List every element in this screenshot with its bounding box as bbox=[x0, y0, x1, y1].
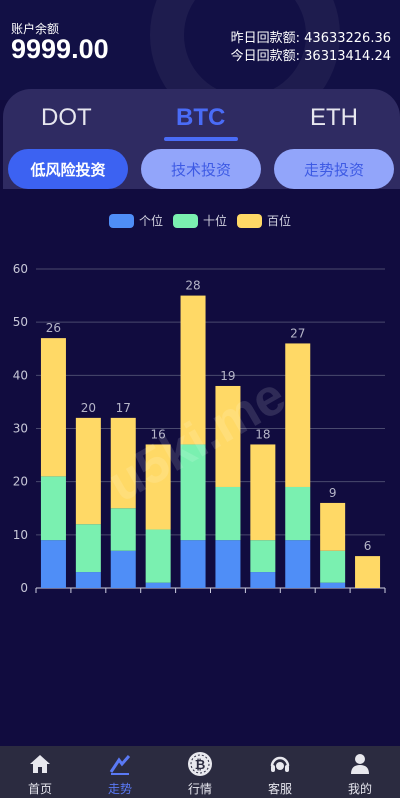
bar-segment bbox=[180, 295, 206, 445]
data-label: 6 bbox=[364, 539, 372, 553]
nav-item-market[interactable]: ₿ 行情 bbox=[160, 746, 240, 798]
y-tick-label: 10 bbox=[13, 528, 28, 542]
bar-segment bbox=[40, 476, 66, 541]
legend-swatch-tens bbox=[173, 213, 199, 228]
legend-label-hundreds: 百位 bbox=[267, 214, 292, 228]
data-label: 19 bbox=[220, 369, 235, 383]
data-label: 20 bbox=[81, 401, 96, 415]
bar-segment bbox=[145, 444, 171, 530]
bar-segment bbox=[285, 486, 311, 541]
bar-segment bbox=[180, 540, 206, 588]
legend-swatch-hundreds bbox=[237, 213, 263, 228]
y-tick-label: 30 bbox=[13, 422, 28, 436]
yesterday-label: 昨日回款额: bbox=[230, 31, 301, 46]
bar-segment bbox=[110, 417, 136, 509]
legend-swatch-ones bbox=[109, 213, 134, 228]
tab-dot[interactable]: DOT bbox=[41, 104, 92, 131]
active-tab-indicator bbox=[164, 137, 238, 141]
legend-item-tens[interactable]: 十位 bbox=[173, 212, 227, 229]
low-risk-button[interactable]: 低风险投资 bbox=[8, 149, 128, 189]
bar-segment bbox=[355, 556, 381, 588]
nav-label-support: 客服 bbox=[267, 782, 292, 796]
nav-item-support[interactable]: 客服 bbox=[240, 746, 320, 798]
chart-legend: 个位 十位 百位 bbox=[109, 212, 301, 229]
technical-button[interactable]: 技术投资 bbox=[141, 149, 261, 189]
bar-segment bbox=[215, 540, 241, 588]
bar-segment bbox=[285, 343, 311, 487]
data-label: 28 bbox=[185, 279, 200, 293]
bar-segment bbox=[40, 540, 66, 588]
bar-segment bbox=[320, 550, 346, 583]
nav-label-trend: 走势 bbox=[107, 782, 132, 796]
tab-btc[interactable]: BTC bbox=[176, 104, 226, 131]
nav-item-trend[interactable]: 走势 bbox=[80, 746, 160, 798]
data-label: 18 bbox=[255, 427, 270, 441]
y-tick-label: 40 bbox=[13, 368, 28, 382]
home-icon bbox=[27, 751, 53, 777]
tab-eth[interactable]: ETH bbox=[310, 104, 358, 131]
balance-value: 9999.00 bbox=[11, 34, 109, 64]
y-tick-label: 0 bbox=[20, 581, 28, 595]
data-label: 9 bbox=[329, 486, 337, 500]
bar-segment bbox=[285, 540, 311, 588]
bar-segment bbox=[215, 385, 241, 487]
bar-segment bbox=[250, 444, 276, 541]
legend-label-ones: 个位 bbox=[139, 214, 164, 228]
legend-item-hundreds[interactable]: 百位 bbox=[237, 212, 291, 229]
bar-segment bbox=[180, 444, 206, 541]
user-icon bbox=[347, 751, 373, 777]
bar-segment bbox=[75, 417, 101, 525]
data-label: 16 bbox=[151, 427, 166, 441]
bar-segment bbox=[320, 502, 346, 551]
y-tick-label: 20 bbox=[13, 475, 28, 489]
bar-segment bbox=[250, 572, 276, 588]
nav-label-market: 行情 bbox=[187, 782, 212, 796]
y-tick-label: 50 bbox=[13, 315, 28, 329]
today-label: 今日回款额: bbox=[230, 49, 301, 64]
data-label: 26 bbox=[46, 321, 61, 335]
yesterday-value: 43633226.36 bbox=[304, 31, 391, 46]
data-label: 17 bbox=[116, 401, 131, 415]
bar-segment bbox=[250, 540, 276, 573]
bottom-nav: 首页 走势 ₿ 行情 客服 我的 bbox=[0, 746, 400, 798]
trend-button[interactable]: 走势投资 bbox=[274, 149, 394, 189]
bar-segment bbox=[75, 572, 101, 588]
bar-segment bbox=[320, 582, 346, 588]
nav-item-profile[interactable]: 我的 bbox=[320, 746, 400, 798]
bar-segment bbox=[145, 582, 171, 588]
stacked-bar-chart: 0102030405060912263920781711016918289101… bbox=[13, 262, 386, 595]
balance-label: 账户余额 bbox=[11, 22, 60, 36]
bar-segment bbox=[110, 550, 136, 588]
trend-icon bbox=[107, 751, 133, 777]
today-stat: 今日回款额: 36313414.24 bbox=[231, 45, 391, 64]
bar-segment bbox=[110, 508, 136, 551]
nav-label-home: 首页 bbox=[27, 782, 52, 796]
yesterday-stat: 昨日回款额: 43633226.36 bbox=[231, 27, 391, 46]
bar-segment bbox=[145, 529, 171, 583]
bar-segment bbox=[75, 524, 101, 573]
y-tick-label: 60 bbox=[13, 262, 28, 276]
svg-text:₿: ₿ bbox=[195, 758, 206, 773]
bar-segment bbox=[215, 486, 241, 541]
nav-item-home[interactable]: 首页 bbox=[0, 746, 80, 798]
account-header: 账户余额 9999.00 昨日回款额: 43633226.36 今日回款额: 3… bbox=[0, 0, 400, 100]
legend-label-tens: 十位 bbox=[203, 214, 228, 228]
nav-label-profile: 我的 bbox=[347, 782, 372, 796]
today-value: 36313414.24 bbox=[304, 49, 391, 64]
data-label: 27 bbox=[290, 326, 305, 340]
legend-item-ones[interactable]: 个位 bbox=[109, 212, 163, 229]
bar-segment bbox=[40, 338, 66, 477]
bitcoin-icon: ₿ bbox=[187, 751, 213, 777]
headset-icon bbox=[267, 751, 293, 777]
